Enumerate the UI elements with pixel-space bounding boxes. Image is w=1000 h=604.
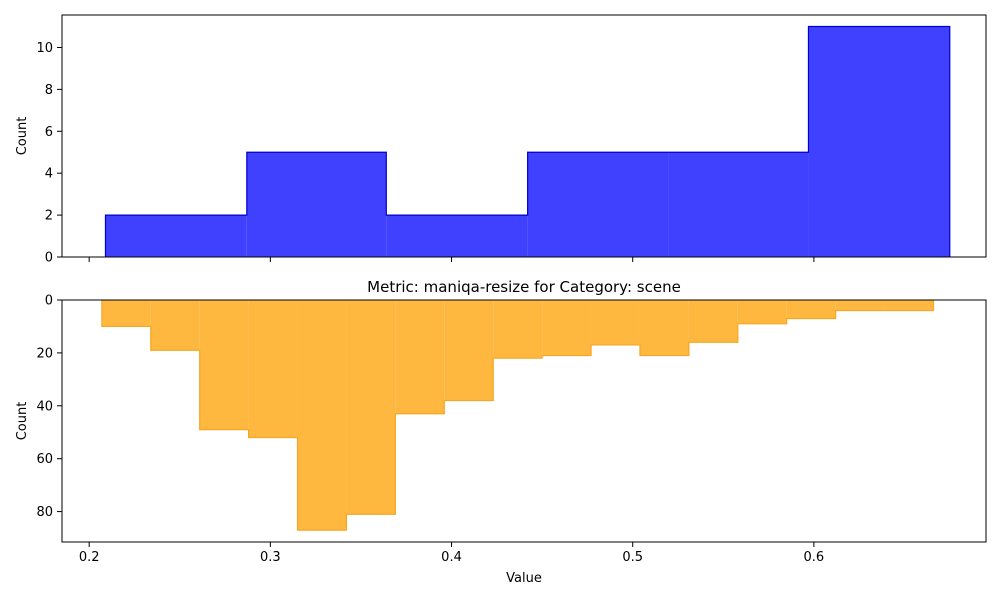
y-tick-label: 2 <box>45 209 53 224</box>
y-tick-label: 40 <box>36 399 53 414</box>
top-y-axis-label: Count <box>15 117 30 156</box>
y-tick-label: 80 <box>36 505 53 520</box>
x-tick-label: 0.5 <box>622 550 643 565</box>
histogram-bar <box>688 300 738 343</box>
bottom-plot-frame <box>61 299 987 543</box>
x-tick-label: 0.4 <box>441 550 462 565</box>
histogram-bar <box>395 300 445 414</box>
x-tick-label: 0.3 <box>260 550 281 565</box>
bottom-x-axis-label: Value <box>506 571 542 586</box>
y-tick-label: 6 <box>45 125 53 140</box>
bottom-histogram-panel: Metric: maniqa-resize for Category: scen… <box>15 278 987 586</box>
y-tick-label: 0 <box>45 294 53 309</box>
histogram-bar <box>493 300 543 359</box>
histogram-bar <box>835 300 885 311</box>
histogram-bar <box>527 152 669 257</box>
histogram-bar <box>542 300 592 356</box>
bottom-y-axis-label: Count <box>15 402 30 441</box>
histogram-outline <box>104 25 951 257</box>
top-histogram-bars <box>104 25 951 258</box>
histogram-bar <box>737 300 787 324</box>
histogram-bar <box>444 300 494 401</box>
histogram-bar <box>668 152 809 257</box>
top-x-ticks <box>88 257 815 262</box>
top-y-ticks: 0 2 4 6 8 10 <box>36 41 62 266</box>
bottom-y-ticks: 0 20 40 60 80 <box>36 294 62 520</box>
bottom-histogram-bars <box>101 300 935 531</box>
top-histogram-panel: 0 2 4 6 8 10 Count <box>15 14 987 266</box>
histogram-bar <box>248 300 298 438</box>
histogram-bar <box>808 26 950 258</box>
y-tick-label: 10 <box>36 41 53 56</box>
y-tick-label: 20 <box>36 346 53 361</box>
histogram-bar <box>884 300 934 311</box>
histogram-bar <box>639 300 689 356</box>
bottom-chart-title: Metric: maniqa-resize for Category: scen… <box>367 278 681 296</box>
histogram-bar <box>297 300 347 531</box>
y-tick-label: 8 <box>45 83 53 98</box>
histogram-bar <box>199 300 249 430</box>
histogram-bar <box>591 300 640 345</box>
histogram-bar <box>786 300 836 319</box>
y-tick-label: 60 <box>36 452 53 467</box>
histogram-bar <box>386 215 528 257</box>
y-tick-label: 4 <box>45 167 53 182</box>
bottom-x-ticks: 0.2 0.3 0.4 0.5 0.6 <box>79 542 824 565</box>
top-plot-frame <box>61 14 987 258</box>
histogram-bar <box>246 152 387 257</box>
y-tick-label: 0 <box>45 251 53 266</box>
x-tick-label: 0.6 <box>804 550 825 565</box>
histogram-bar <box>101 300 151 327</box>
histogram-bar <box>346 300 396 515</box>
x-tick-label: 0.2 <box>79 550 100 565</box>
histogram-outline <box>101 300 935 531</box>
histogram-bar <box>105 215 247 257</box>
histogram-bar <box>150 300 200 351</box>
